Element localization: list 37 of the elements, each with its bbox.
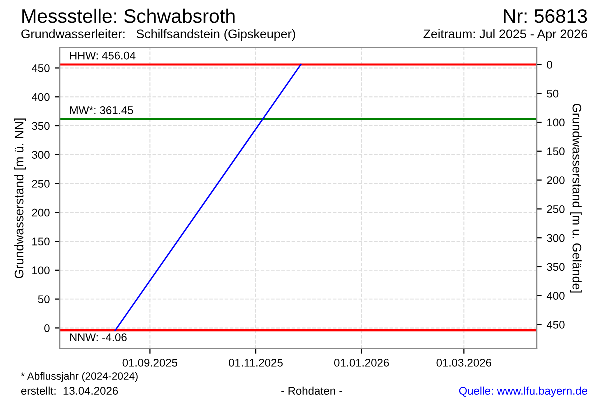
text: Zeitraum: Jul 2025 - Apr 2026 (424, 29, 588, 42)
text: - Rohdaten - (282, 386, 342, 395)
y-tick-label: 50 (38, 296, 50, 304)
y-tick-label: 150 (32, 238, 50, 246)
y-tick-label: 350 (32, 122, 50, 130)
y-tick-label: 0 (44, 324, 50, 332)
chart-subtitle: Grundwasserleiter: Schilfsandstein (Gipskeuper) (22, 29, 296, 42)
y2-tick-label: 50 (547, 90, 559, 98)
y2-tick-label: 350 (547, 263, 565, 272)
x-tick-label: 01.01.2026 (334, 359, 390, 367)
y2-axis-title: Grundwasserstand [m u. Gelände] (570, 104, 582, 293)
y-tick-label: 100 (32, 266, 50, 275)
ref-line-label: HHW: 456.04 (70, 52, 136, 60)
y2-tick-label: 400 (546, 292, 565, 300)
y-tick-label: 250 (32, 180, 50, 188)
x-tick-label: 01.03.2026 (436, 359, 492, 367)
y2-tick-label: 250 (547, 205, 565, 214)
y2-tick-label: 450 (546, 321, 565, 329)
y2-tick-label: 100 (548, 118, 565, 127)
y2-tick-label: 150 (548, 148, 565, 156)
source-note: Quelle: www.lfu.bayern.de (459, 386, 588, 398)
text: Nr: 56813 (504, 9, 588, 24)
chart-title: Messstelle: Schwabsroth (22, 8, 235, 24)
y2-tick-label: 300 (547, 234, 565, 242)
y-tick-label: 200 (32, 208, 50, 217)
ref-line-label: MW*: 361.45 (70, 106, 134, 114)
y2-tick-label: 200 (547, 176, 565, 184)
y-tick-label: 400 (32, 93, 50, 102)
ref-line-label: NNW: -4.06 (70, 334, 127, 342)
x-tick-label: 01.09.2025 (122, 359, 178, 367)
text: erstellt: 13.04.2026 (21, 386, 118, 395)
y-axis-title: Grundwasserstand [m ü. NN] (14, 118, 26, 278)
x-tick-label: 01.11.2025 (229, 359, 283, 367)
y2-tick-label: 0 (547, 61, 552, 69)
y-tick-label: 300 (32, 151, 50, 160)
y-tick-label: 450 (32, 64, 50, 72)
text: * Abflussjahr (2024-2024) (21, 372, 138, 382)
